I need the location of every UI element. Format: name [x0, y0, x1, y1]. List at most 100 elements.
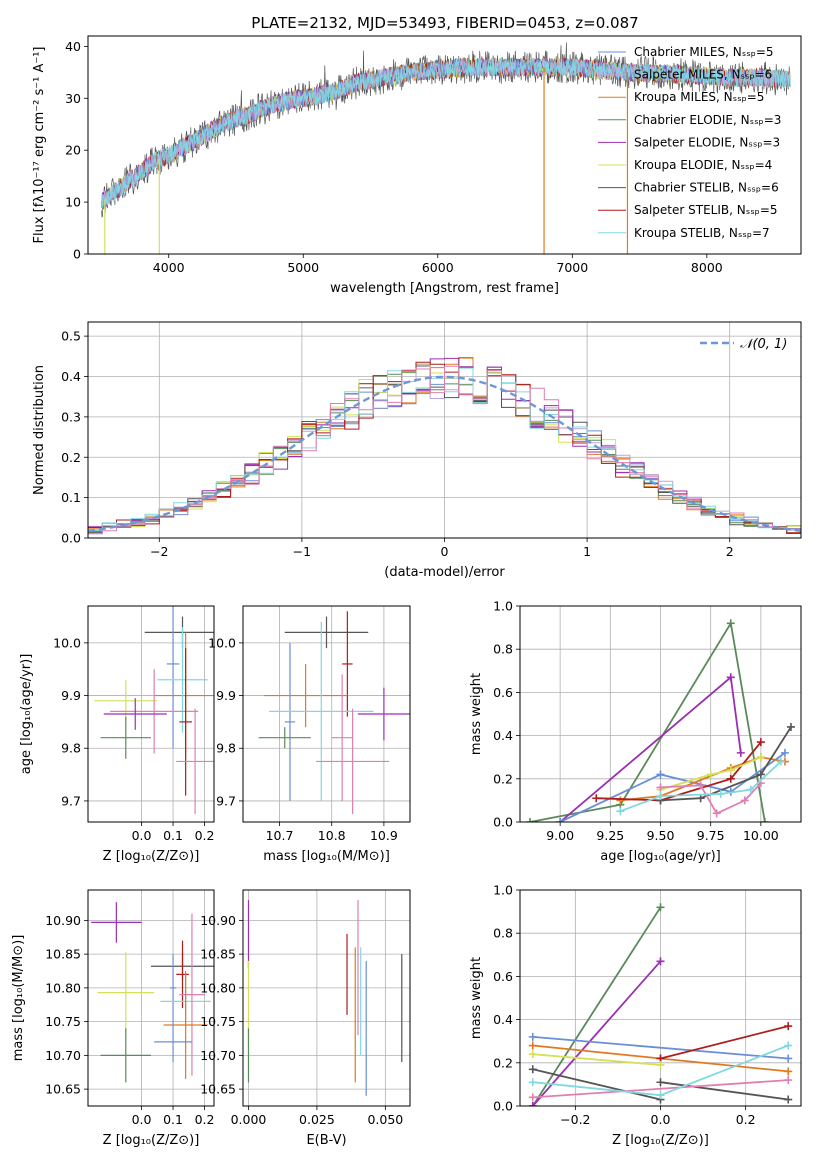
axes-frame	[519, 889, 802, 1107]
weight-marker	[696, 794, 705, 803]
x-tick-label: 0.025	[299, 1112, 335, 1127]
y-tick-label: 10.90	[45, 913, 81, 928]
weight-line	[660, 1081, 789, 1101]
y-tick-label: 10.0	[53, 635, 81, 650]
y-axis-label: mass weight	[469, 673, 484, 755]
weight-marker	[712, 809, 721, 818]
x-axis-label: wavelength [Angstrom, rest frame]	[330, 281, 559, 296]
y-tick-label: 0.5	[61, 329, 81, 344]
y-tick-label: 9.8	[61, 741, 81, 756]
axes-frame	[242, 889, 411, 1107]
weight-marker	[696, 781, 705, 790]
ticks: 0.000 0.025 0.050 10.65 10.70 10.75 10.80 10.85…	[200, 913, 403, 1127]
weight-marker	[780, 748, 789, 757]
y-tick-label: 0.4	[493, 1012, 513, 1027]
grid-lines	[243, 890, 410, 1106]
axes-frame	[242, 605, 411, 823]
x-tick-label: 10.9	[370, 828, 398, 843]
weight-line	[532, 960, 662, 1106]
x-tick-label: 0.1	[163, 1112, 183, 1127]
weight-line	[596, 741, 762, 802]
residual-histogram-panel: −2 −1 0 1 2 0.0 0.1 0.2 0.3 0.4 0.5 (data-model)/er…	[32, 321, 802, 580]
x-tick-label: 0.0	[132, 1112, 152, 1127]
x-tick-label: 2	[726, 544, 734, 559]
x-tick-label: 10.8	[318, 828, 346, 843]
y-axis-label: age [log₁₀(age/yr)]	[19, 654, 34, 775]
y-tick-label: 0.0	[61, 531, 81, 546]
y-tick-label: 9.8	[216, 741, 236, 756]
x-tick-label: 0.2	[736, 1112, 756, 1127]
weight-marker	[726, 774, 735, 783]
x-tick-label: 0.2	[195, 1112, 215, 1127]
y-tick-label: 10.75	[200, 1014, 236, 1029]
y-tick-label: 10.70	[200, 1048, 236, 1063]
legend-entry: Chabrier ELODIE, Nₛₛₚ=3	[634, 113, 781, 127]
weight-marker	[756, 770, 765, 779]
y-axis-label: Normed distribution	[32, 365, 47, 495]
weight-marker	[784, 1022, 793, 1031]
plot-area	[258, 611, 410, 815]
weight-marker	[726, 766, 735, 775]
y-tick-label: 10.80	[45, 980, 81, 995]
histogram-step-salpeter-elodie	[88, 357, 801, 530]
legend-entry: Kroupa ELODIE, Nₛₛₚ=4	[634, 158, 772, 172]
legend-entry: Chabrier MILES, Nₛₛₚ=5	[634, 45, 774, 59]
y-tick-label: 0.6	[493, 969, 513, 984]
weight-line	[529, 620, 766, 822]
x-tick-label: 0.2	[195, 828, 215, 843]
mass-vs-metallicity-panel: 0.0 0.1 0.2 10.65 10.70 10.75 10.80 10.85 10.90 Z…	[11, 889, 215, 1148]
y-axis-label: mass [log₁₀(M/M⊙)]	[11, 935, 26, 1062]
weight-marker	[656, 1078, 665, 1087]
plot-area	[91, 902, 214, 1083]
weight-line	[532, 1036, 789, 1060]
weight-line	[660, 756, 762, 791]
y-tick-label: 0.0	[493, 1099, 513, 1114]
weight-line	[532, 1068, 661, 1101]
x-tick-label: 1	[583, 544, 591, 559]
weight-marker	[656, 792, 665, 801]
x-tick-label: 0.0	[132, 828, 152, 843]
weight-marker	[784, 1041, 793, 1050]
x-tick-label: 8000	[691, 260, 723, 275]
y-tick-label: 9.7	[216, 793, 236, 808]
y-tick-label: 10.85	[45, 947, 81, 962]
x-tick-label: 0.000	[231, 1112, 267, 1127]
weight-marker	[656, 957, 665, 966]
legend-entry: Salpeter ELODIE, Nₛₛₚ=3	[634, 135, 780, 149]
normal-curve	[88, 375, 801, 533]
x-tick-label: 0.050	[367, 1112, 403, 1127]
y-tick-label: 1.0	[493, 599, 513, 614]
x-tick-label: 0.0	[651, 1112, 671, 1127]
y-tick-label: 10.90	[200, 913, 236, 928]
weight-line	[660, 1025, 789, 1060]
weight-marker	[528, 1078, 537, 1087]
age-vs-mass-panel: 10.7 10.8 10.9 9.7 9.8 9.9 10.0 mass [log₁₀(M/M…	[208, 605, 411, 864]
plot-area	[94, 606, 214, 815]
x-tick-label: 0.1	[163, 828, 183, 843]
x-tick-label: 9.25	[596, 828, 624, 843]
weight-marker	[784, 1076, 793, 1085]
x-tick-label: −0.2	[560, 1112, 590, 1127]
y-tick-label: 0.0	[493, 815, 513, 830]
ticks: 9.00 9.25 9.50 9.75 10.00 0.0 0.2 0.4 0.6 0.8 1.0	[493, 599, 779, 844]
y-tick-label: 0	[73, 247, 81, 262]
x-axis-label: Z [log₁₀(Z/Z⊙)]	[612, 1133, 709, 1148]
y-tick-label: 0.2	[61, 450, 81, 465]
weight-marker	[784, 1095, 793, 1104]
x-axis-label: Z [log₁₀(Z/Z⊙)]	[103, 849, 200, 864]
y-tick-label: 40	[65, 39, 81, 54]
y-tick-label: 0.6	[493, 685, 513, 700]
ticks: −2 −1 0 1 2 0.0 0.1 0.2 0.3 0.4 0.5	[61, 329, 734, 559]
y-tick-label: 0.1	[61, 490, 81, 505]
y-tick-label: 10.75	[45, 1014, 81, 1029]
spectrum-legend: Chabrier MILES, Nₛₛₚ=5 Salpeter MILES, Nₛ…	[598, 45, 781, 240]
weight-line	[532, 1053, 661, 1066]
x-axis-label: (data-model)/error	[384, 565, 505, 580]
weight-vs-age-panel: 9.00 9.25 9.50 9.75 10.00 0.0 0.2 0.4 0.6 0.8 1.0 a…	[469, 599, 802, 864]
weight-marker	[756, 753, 765, 762]
y-tick-label: 0.4	[493, 728, 513, 743]
weight-marker	[528, 1093, 537, 1102]
spectrum-panel: 4000 5000 6000 7000 8000 0 10 20 30 40 wavelength …	[32, 35, 802, 296]
x-tick-label: 9.75	[697, 828, 725, 843]
ticks: 4000 5000 6000 7000 8000 0 10 20 30 40	[65, 39, 723, 275]
